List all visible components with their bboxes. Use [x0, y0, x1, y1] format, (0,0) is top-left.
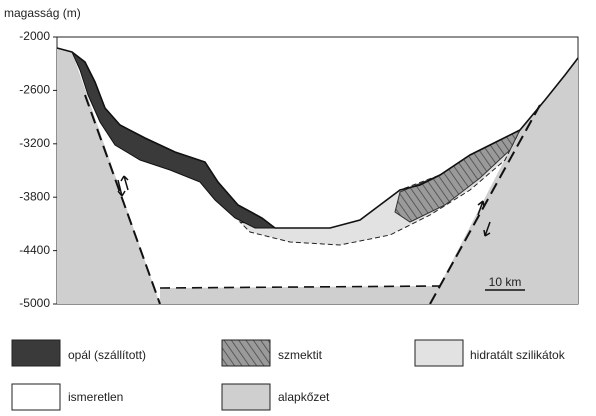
legend-swatch: [222, 384, 270, 410]
y-tick-label: -3200: [19, 136, 50, 150]
y-tick-label: -2000: [19, 29, 50, 43]
y-tick-label: -5000: [19, 296, 50, 310]
legend-swatch: [222, 340, 270, 366]
legend-label: ismeretlen: [68, 390, 123, 404]
scale-label: 10 km: [489, 275, 522, 289]
legend-label: alapkőzet: [278, 390, 330, 404]
legend-label: opál (szállított): [68, 348, 146, 362]
legend-swatch: [12, 384, 60, 410]
bedrock-bottom: [160, 286, 440, 304]
y-tick-label: -4400: [19, 243, 50, 257]
legend-swatch: [12, 340, 60, 366]
legend-swatch: [415, 340, 463, 366]
ticks: -2000 -2600 -3200 -3800 -4400 -5000: [19, 29, 57, 310]
diagram: magasság (m) -2000 -2600 -3200 -3800 -4400 -5…: [0, 0, 596, 416]
legend-label: szmektit: [278, 348, 323, 362]
axis-label: magasság (m): [4, 6, 81, 20]
legend-label: hidratált szilikátok: [470, 348, 566, 362]
y-tick-label: -3800: [19, 189, 50, 203]
y-tick-label: -2600: [19, 83, 50, 97]
